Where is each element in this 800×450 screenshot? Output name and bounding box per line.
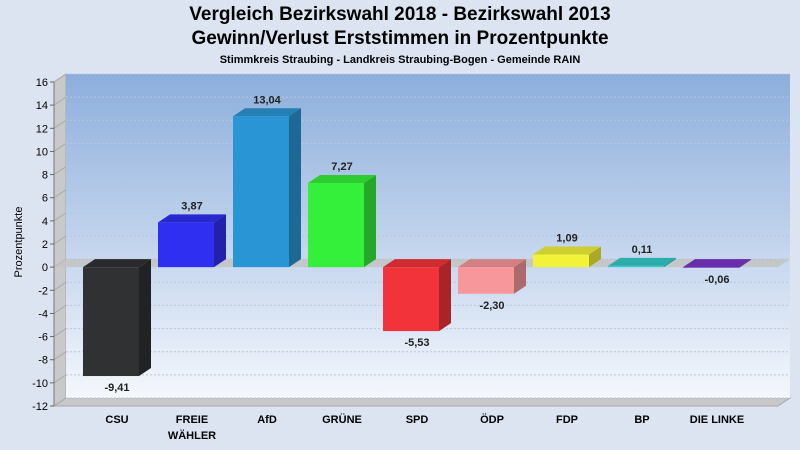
bar: 3,87	[158, 200, 226, 268]
gridline-side	[53, 119, 67, 129]
bar-front	[158, 222, 214, 268]
x-axis-labels: CSU FREIE WÄHLER AfD GRÜNE SPD ÖDP FDP BP DIE LIN…	[105, 413, 744, 442]
y-tick-label: 8	[42, 170, 48, 182]
bar-front	[383, 267, 439, 332]
y-tick-label: -6	[38, 332, 48, 344]
chart-floor	[52, 397, 792, 407]
gridline-side	[53, 73, 67, 83]
y-tick-label: 6	[42, 193, 48, 205]
bar-value-label: 1,09	[556, 233, 577, 245]
bar-value-label: 7,27	[331, 161, 352, 173]
bar: -0,06	[683, 259, 751, 286]
bar-value-label: -2,30	[479, 300, 504, 312]
chart-subtitle: Stimmkreis Straubing - Landkreis Straubi…	[219, 54, 581, 66]
y-axis: 16 14 12 10 8 6 4 2 0 -2 -4 -6 -8 -10 -12	[32, 77, 55, 413]
bar: 7,27	[308, 161, 376, 268]
bar: -5,53	[383, 259, 451, 349]
bar-value-label: 0,11	[632, 244, 653, 256]
x-tick-label: DIE LINKE	[690, 414, 744, 426]
bar-side	[214, 214, 226, 268]
bar-top	[458, 259, 526, 268]
bar-top	[383, 259, 451, 268]
y-tick-label: -10	[32, 378, 48, 390]
bar-value-label: -5,53	[404, 337, 429, 349]
bar-value-label: 3,87	[181, 200, 202, 212]
bar-side	[439, 259, 451, 332]
bar-top	[308, 175, 376, 184]
bar-side	[289, 108, 301, 268]
x-tick-label-line2: WÄHLER	[168, 429, 216, 442]
x-tick-label: FREIE	[176, 414, 208, 426]
gridline-side	[53, 351, 67, 361]
y-tick-label: 16	[36, 77, 48, 89]
bar-value-label: -9,41	[104, 382, 129, 394]
y-tick-label: -2	[38, 285, 48, 297]
gridline-side	[53, 235, 67, 245]
x-tick-label: FDP	[556, 414, 578, 426]
gridline-side	[53, 96, 67, 106]
y-tick-label: 10	[36, 146, 48, 158]
chart-title-line2: Gewinn/Verlust Erststimmen in Prozentpun…	[191, 28, 609, 49]
y-tick-label: 4	[42, 216, 48, 228]
bar-top	[83, 259, 151, 268]
gridline-side	[53, 212, 67, 222]
bar-top	[158, 214, 226, 223]
bar-side	[364, 175, 376, 268]
y-tick-label: 0	[42, 262, 48, 274]
x-tick-label: CSU	[105, 414, 128, 426]
x-tick-label: BP	[634, 414, 649, 426]
gridline-side	[53, 166, 67, 175]
bars: -9,41 3,87 13,04 7,27 -5,53 -2,30 1,09 0,11 -0,0…	[83, 94, 751, 394]
y-tick-label: 14	[36, 100, 48, 112]
gridline-side	[53, 397, 67, 407]
gridline-side	[53, 189, 67, 199]
x-tick-label: ÖDP	[480, 413, 504, 426]
bar-front	[683, 267, 739, 268]
bar-front	[458, 267, 514, 294]
gridline-side	[53, 305, 67, 314]
y-axis-label: Prozentpunkte	[13, 207, 25, 278]
bar-top	[533, 246, 601, 255]
bar-front	[533, 254, 589, 268]
bar-front	[83, 267, 139, 377]
x-tick-label: AfD	[257, 414, 277, 426]
y-tick-label: -12	[32, 401, 48, 413]
y-tick-label: -8	[38, 355, 48, 367]
x-tick-label: GRÜNE	[322, 413, 362, 426]
bar-value-label: -0,06	[704, 274, 729, 286]
bar-top	[683, 259, 751, 268]
bar: 13,04	[233, 94, 301, 268]
bar-side	[139, 259, 151, 377]
bar: -9,41	[83, 259, 151, 394]
bar: 1,09	[533, 233, 601, 268]
bar-side	[739, 259, 751, 268]
bar-front	[608, 265, 664, 268]
bar-side	[589, 246, 601, 268]
y-tick-label: 2	[42, 239, 48, 251]
bar-side	[664, 257, 676, 268]
x-tick-label: SPD	[406, 414, 429, 426]
bar-top	[608, 257, 676, 266]
gridline-side	[53, 281, 67, 291]
bar: -2,30	[458, 259, 526, 312]
y-tick-label: 12	[36, 123, 48, 135]
y-tick-label: -4	[38, 308, 48, 320]
bar: 0,11	[608, 244, 676, 268]
bar-value-label: 13,04	[253, 94, 281, 106]
gridline-side	[53, 328, 67, 337]
bar-front	[233, 116, 289, 268]
bar-front	[308, 183, 364, 268]
bar-top	[233, 108, 301, 117]
chart-title: Vergleich Bezirkswahl 2018 - Bezirkswahl…	[189, 4, 611, 25]
gridline-side	[53, 143, 67, 152]
bar-side	[514, 259, 526, 294]
gridline-side	[53, 374, 67, 384]
